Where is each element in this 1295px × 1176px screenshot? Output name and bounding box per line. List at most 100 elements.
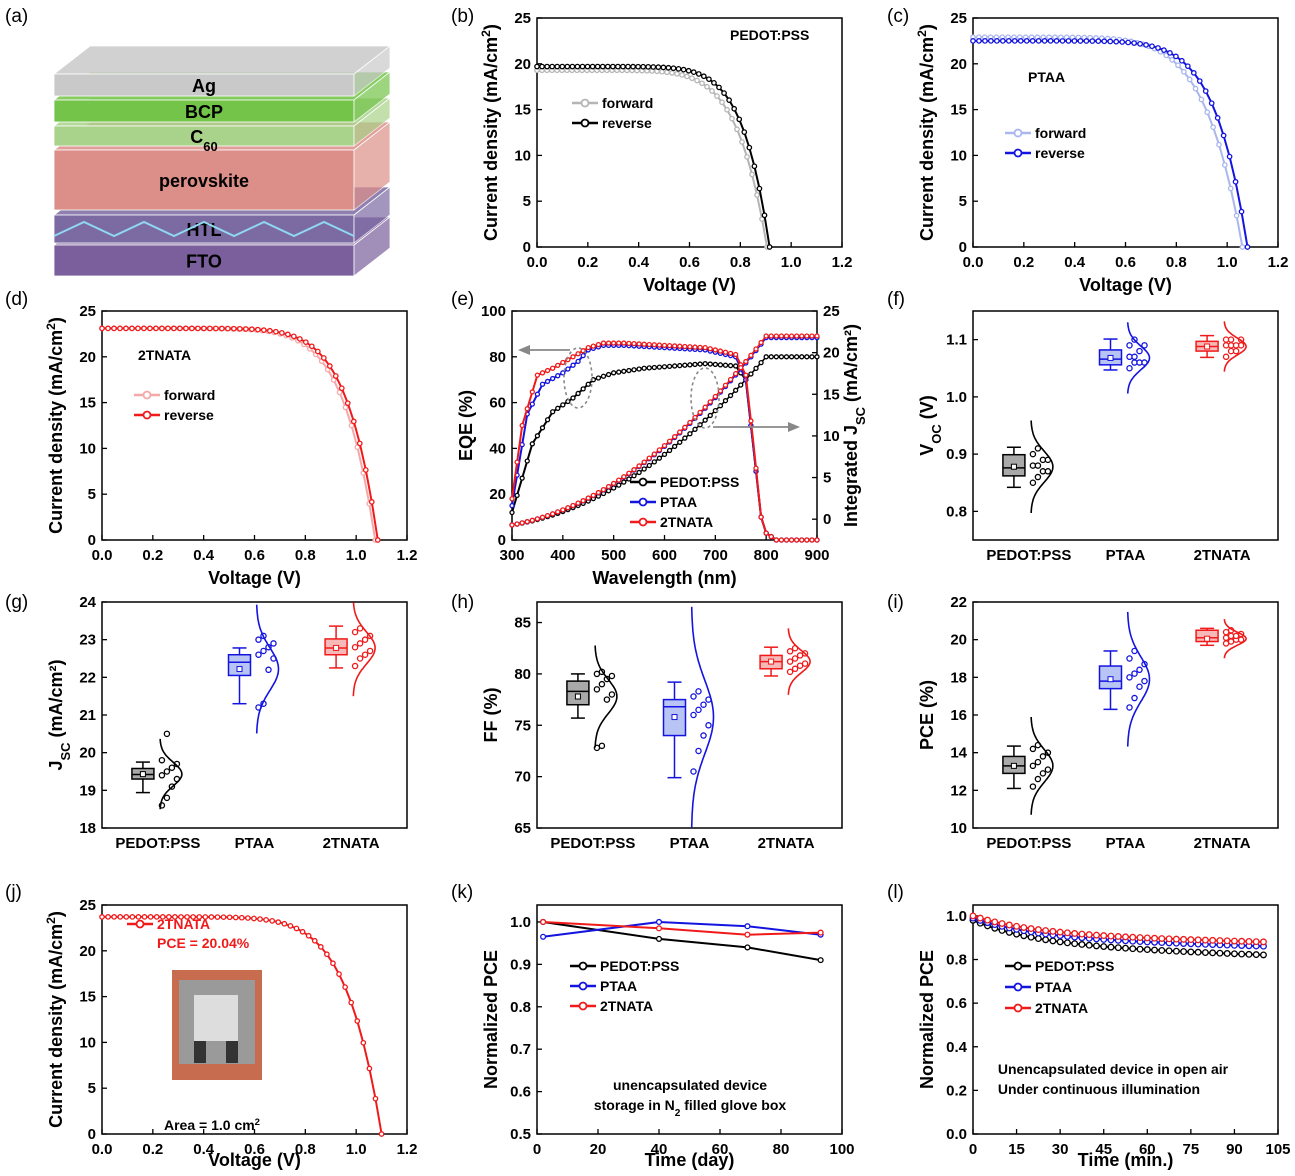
jsc-point-PEDOT:PSS [672, 443, 678, 450]
y-axis-label-part: 2 [44, 323, 58, 330]
layer-front-face [53, 244, 355, 277]
distribution-curve-2TNATA [787, 628, 811, 695]
x-axis-label: Voltage (V) [208, 568, 301, 588]
jsc-point-2TNATA [514, 521, 520, 527]
jv-point-reverse [201, 325, 207, 332]
jsc-point-PEDOT:PSS [707, 412, 713, 419]
jsc-point-PEDOT:PSS [682, 435, 688, 441]
device-photo-contact [226, 1041, 238, 1063]
jsc-point-2TNATA [539, 514, 546, 520]
jv-point-2TNATA [348, 999, 355, 1006]
jv-point-reverse [249, 326, 255, 333]
jv-point-forward [684, 73, 690, 80]
jv-point-reverse [731, 105, 738, 112]
stability-point-PEDOT:PSS [744, 944, 751, 951]
eqe-point-2TNATA [514, 459, 520, 465]
eqe-point-2TNATA [656, 342, 663, 348]
y-axis-label: PCE (%) [917, 680, 937, 750]
jv-point-forward [674, 70, 680, 77]
legend-forward-marker [142, 390, 152, 400]
data-point [1232, 342, 1240, 349]
jsc-point-2TNATA [590, 492, 596, 499]
jv-point-2TNATA [147, 914, 154, 920]
jv-point-reverse [1202, 88, 1209, 94]
data-point [690, 711, 697, 719]
jv-point-2TNATA [220, 914, 227, 921]
data-point [1131, 670, 1138, 677]
legend-forward-label: forward [164, 387, 215, 403]
legend-forward-label: forward [602, 95, 653, 111]
y-tick-label: 0.4 [946, 1039, 968, 1056]
y-axis-label: Current density (mA/cm2) [915, 24, 937, 241]
jv-point-reverse [195, 325, 201, 332]
jv-point-2TNATA [360, 1039, 367, 1046]
jsc-point-PEDOT:PSS [611, 485, 617, 491]
stability-point-2TNATA [1238, 937, 1246, 945]
jv-point-reverse [1214, 115, 1221, 121]
box-mean [1107, 676, 1114, 683]
y-axis-label: Current density (mA/cm2) [479, 24, 501, 241]
eqe-point-PEDOT:PSS [677, 362, 683, 369]
jsc-point-2TNATA [748, 352, 754, 358]
jv-point-2TNATA [184, 914, 190, 920]
data-point [1039, 770, 1047, 777]
jv-point-reverse [183, 325, 189, 332]
jv-point-forward [1239, 244, 1246, 250]
y-axis-label-part: (mA/cm²) [46, 659, 66, 742]
distribution-curve-PEDOT:PSS [159, 738, 183, 810]
jv-point-reverse [290, 333, 297, 340]
plot-frame [536, 17, 843, 248]
axes-i: 10 12 14 16 18 20 22 [950, 594, 1279, 837]
stability-point-2TNATA [1114, 933, 1122, 940]
data-point [1227, 336, 1235, 343]
jv-point-reverse [302, 339, 309, 346]
y-axis-label: VOC (V) [917, 395, 944, 455]
eqe-point-PEDOT:PSS [682, 362, 688, 368]
stability-point-PEDOT:PSS [1049, 937, 1057, 945]
jv-point-reverse [111, 325, 117, 332]
jv-point-reverse [1149, 43, 1155, 50]
jv-point-2TNATA [257, 916, 263, 922]
eqe-point-2TNATA [743, 372, 749, 378]
category-label-2TNATA: 2TNATA [323, 835, 380, 852]
data-point [1034, 445, 1042, 452]
eqe-point-PEDOT:PSS [570, 395, 576, 401]
y-tick-label: 1.0 [510, 914, 531, 931]
jv-point-reverse [761, 212, 768, 219]
eqe-point-2TNATA [611, 340, 617, 346]
plot-frame [972, 904, 1279, 1135]
stability-point-PEDOT:PSS [1085, 941, 1093, 949]
stability-point-2TNATA [1085, 931, 1093, 939]
jsc-point-2TNATA [550, 511, 556, 517]
stability-point-2TNATA [1049, 927, 1057, 935]
jv-point-reverse [751, 163, 758, 170]
data-point [700, 701, 707, 708]
jsc-point-2TNATA [707, 399, 713, 405]
jv-point-reverse [1011, 38, 1018, 44]
stability-point-2TNATA [1194, 936, 1202, 944]
y-axis-label-part: Current density (mA/cm [46, 924, 66, 1128]
eqe-point-2TNATA [600, 340, 607, 346]
y-tick-label: 5 [88, 1080, 96, 1097]
y-axis-label-part: V [917, 444, 937, 456]
jsc-point-PEDOT:PSS [656, 455, 663, 461]
x-tick-label: 20 [590, 1141, 607, 1158]
stability-line-PEDOT:PSS [542, 921, 821, 962]
eqe-point-PTAA [565, 366, 571, 372]
distribution-curve-PTAA [255, 604, 280, 734]
data-point [1044, 468, 1052, 475]
layer-side-face [353, 216, 391, 277]
eqe-point-PEDOT:PSS [585, 381, 591, 387]
y-tick-label: 80 [514, 666, 531, 683]
stability-point-2TNATA [744, 931, 751, 938]
jv-point-forward [1233, 212, 1240, 219]
jv-point-reverse [1047, 38, 1054, 44]
legend-reverse-marker [142, 410, 152, 420]
jv-point-reverse [141, 325, 147, 332]
y-axis-label-part: Current density (mA/cm [917, 37, 937, 241]
legend-2TNATA-marker [135, 919, 145, 929]
jv-point-forward [1198, 96, 1205, 103]
data-point [255, 651, 262, 658]
x-tick-label: 400 [550, 547, 575, 564]
stability-point-PEDOT:PSS [1201, 949, 1209, 956]
